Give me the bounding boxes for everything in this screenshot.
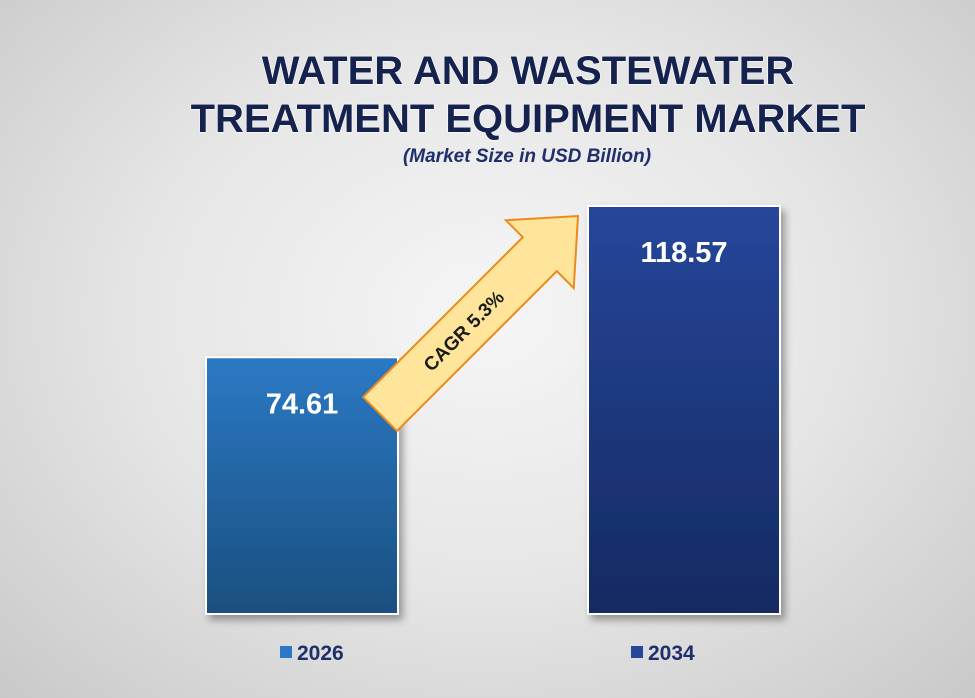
cagr-arrow-shape: [361, 214, 580, 433]
bar-2034: [587, 205, 781, 615]
legend-swatch-2034: [631, 646, 643, 658]
legend-label-2026: 2026: [297, 642, 344, 665]
chart-subtitle: (Market Size in USD Billion): [403, 146, 651, 167]
bar-value-label-2026: 74.61: [266, 388, 339, 420]
legend-label-2034: 2034: [648, 642, 695, 665]
legend-swatch-2026: [280, 646, 292, 658]
cagr-arrow: CAGR 5.3%: [361, 214, 580, 433]
chart-title-line-1: WATER AND WASTEWATER: [262, 49, 795, 93]
bar-value-label-2034: 118.57: [640, 237, 727, 269]
legend: 2026 2034: [280, 642, 695, 665]
chart-title-line-2: TREATMENT EQUIPMENT MARKET: [191, 97, 866, 141]
chart-title: WATER AND WASTEWATER TREATMENT EQUIPMENT…: [190, 48, 866, 141]
